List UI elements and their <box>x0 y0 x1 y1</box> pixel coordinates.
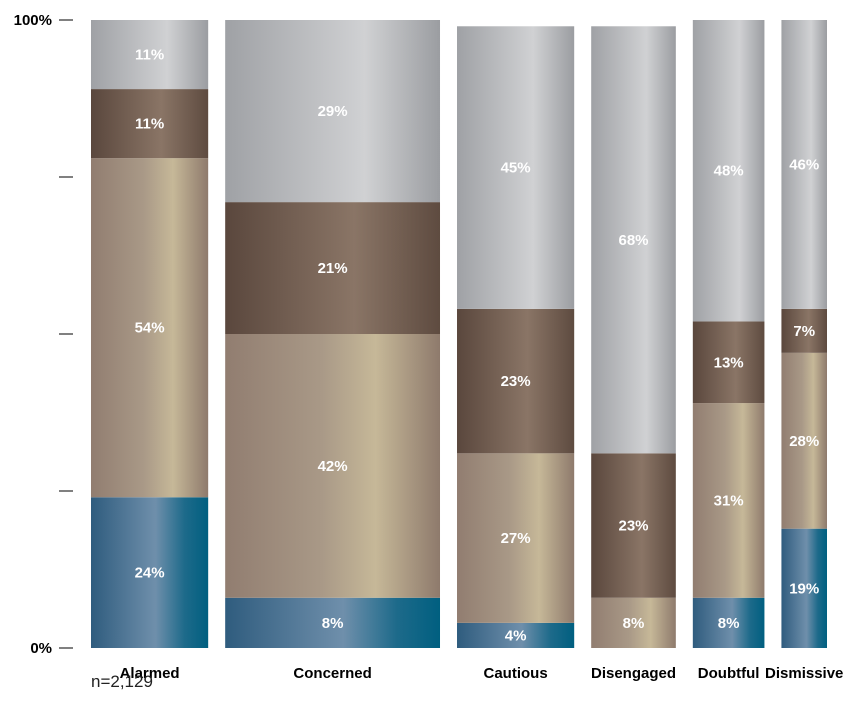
data-label: 24% <box>135 565 165 582</box>
y-tick-label: 0% <box>30 640 52 657</box>
bar-dismissive: 19% 28% 7% 46% <box>781 20 827 648</box>
data-label: 4% <box>505 627 527 644</box>
category-label: Disengaged <box>591 665 676 682</box>
data-label: 54% <box>135 320 165 337</box>
bar-cautious: 4% 27% 23% 45% <box>457 26 574 648</box>
bar-alarmed: 24% 54% 11% 11% <box>91 20 208 648</box>
data-label: 29% <box>318 103 348 120</box>
data-label: 46% <box>789 156 819 173</box>
data-label: 19% <box>789 580 819 597</box>
data-label: 21% <box>318 260 348 277</box>
data-label: 23% <box>618 518 648 535</box>
data-label: 28% <box>789 433 819 450</box>
y-tick-label: 100% <box>14 12 52 29</box>
data-label: 8% <box>322 615 344 632</box>
data-label: 48% <box>714 163 744 180</box>
category-label: Concerned <box>293 665 371 682</box>
y-axis: 0% 100% <box>14 12 73 657</box>
data-label: 68% <box>618 232 648 249</box>
bar-doubtful: 8% 31% 13% 48% <box>693 20 765 648</box>
data-label: 11% <box>135 116 164 133</box>
data-label: 13% <box>714 354 744 371</box>
data-label: 7% <box>793 323 815 340</box>
data-label: 11% <box>135 47 164 64</box>
data-label: 31% <box>714 492 744 509</box>
data-label: 8% <box>623 615 645 632</box>
data-label: 23% <box>501 373 531 390</box>
category-label: Doubtful <box>698 665 760 682</box>
data-label: 8% <box>718 615 740 632</box>
data-label: 42% <box>318 458 348 475</box>
bar-disengaged: 8% 23% 68% <box>591 26 676 648</box>
data-label: 27% <box>501 530 531 547</box>
sample-size-note: n=2,129 <box>91 672 153 692</box>
bars-group: 24% 54% 11% 11% 8% 42% 21% 29% 4% 27% 23% 45% 8% 23% 6… <box>91 20 827 648</box>
category-labels: Alarmed Concerned Cautious Disengaged Doubtf… <box>120 665 844 682</box>
data-label: 45% <box>501 160 531 177</box>
bar-concerned: 8% 42% 21% 29% <box>225 20 440 648</box>
category-label: Cautious <box>484 665 548 682</box>
category-label: Dismissive <box>765 665 843 682</box>
